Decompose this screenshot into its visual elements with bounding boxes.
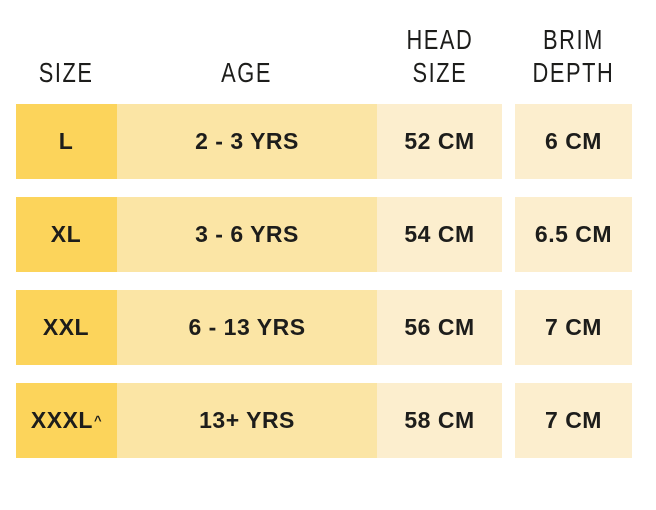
age-cell: 13+ YRS [117, 383, 377, 458]
column-header-head-size: HEAD SIZE [377, 23, 502, 104]
column-header-brim-depth-label: BRIM DEPTH [532, 24, 615, 88]
brim-depth-cell: 6 CM [515, 104, 632, 179]
head-size-cell: 54 CM [377, 197, 502, 272]
column-header-head-size-label: HEAD SIZE [406, 24, 473, 88]
size-cell: XXXL ^ [16, 383, 117, 458]
head-size-cell: 52 CM [377, 104, 502, 179]
size-value: XXL [42, 314, 90, 340]
column-gap [502, 290, 515, 365]
size-value: XL [50, 221, 82, 247]
brim-depth-cell: 7 CM [515, 290, 632, 365]
size-cell: L [16, 104, 117, 179]
brim-depth-cell: 7 CM [515, 383, 632, 458]
head-size-cell: 58 CM [377, 383, 502, 458]
column-header-brim-depth: BRIM DEPTH [515, 23, 632, 104]
brim-depth-cell: 6.5 CM [515, 197, 632, 272]
column-header-age-label: AGE [221, 57, 273, 88]
column-header-age: AGE [117, 56, 377, 104]
table-row: XXL 6 - 13 YRS 56 CM 7 CM [16, 290, 632, 365]
size-value: XXXL [30, 407, 93, 433]
size-value: L [58, 128, 74, 154]
table-row: XXXL ^ 13+ YRS 58 CM 7 CM [16, 383, 632, 458]
column-header-size-label: SIZE [39, 57, 94, 88]
column-gap [502, 104, 515, 179]
head-size-cell: 56 CM [377, 290, 502, 365]
column-gap [502, 197, 515, 272]
size-cell: XL [16, 197, 117, 272]
table-row: XL 3 - 6 YRS 54 CM 6.5 CM [16, 197, 632, 272]
age-cell: 6 - 13 YRS [117, 290, 377, 365]
age-cell: 3 - 6 YRS [117, 197, 377, 272]
column-gap [502, 383, 515, 458]
age-cell: 2 - 3 YRS [117, 104, 377, 179]
column-header-size: SIZE [16, 56, 117, 104]
table-row: L 2 - 3 YRS 52 CM 6 CM [16, 104, 632, 179]
size-cell: XXL [16, 290, 117, 365]
table-header: SIZE AGE HEAD SIZE BRIM DEPTH [16, 0, 632, 104]
